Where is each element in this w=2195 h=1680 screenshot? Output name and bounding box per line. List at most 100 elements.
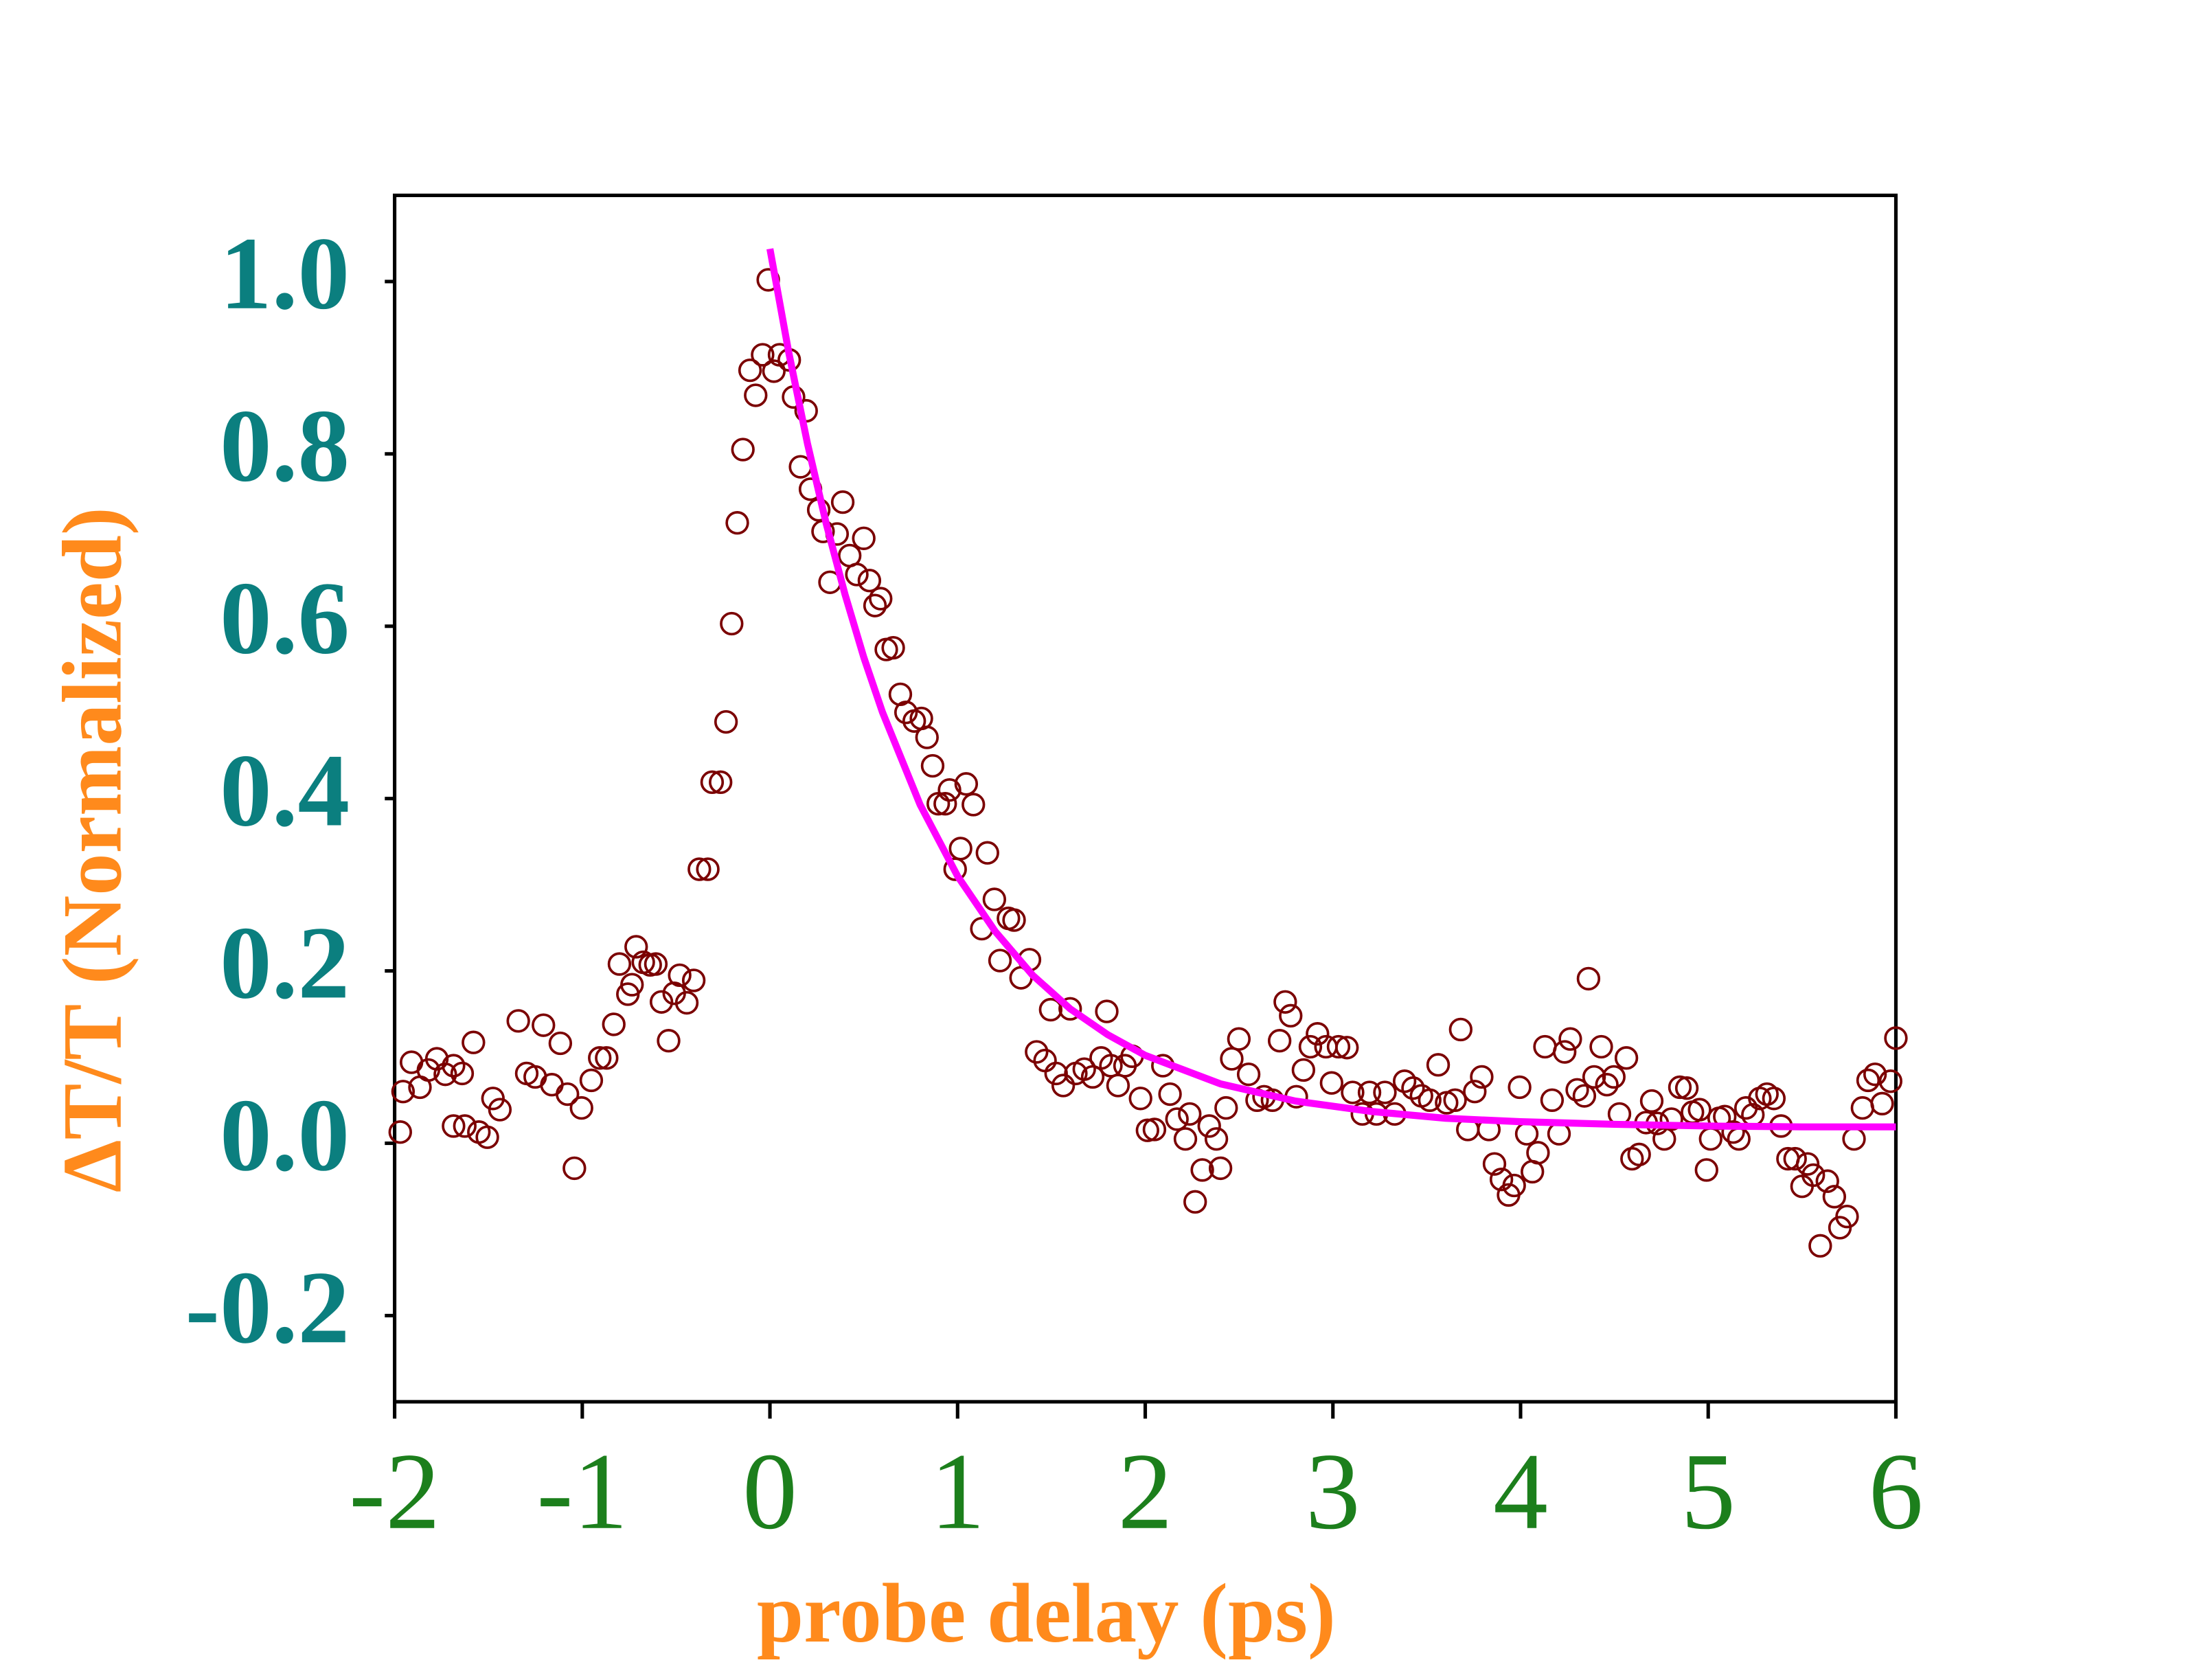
data-point bbox=[540, 1073, 564, 1097]
data-point bbox=[1298, 1034, 1323, 1059]
data-point bbox=[644, 952, 668, 976]
data-point bbox=[1687, 1098, 1711, 1122]
data-point bbox=[857, 569, 882, 593]
data-point bbox=[1639, 1089, 1664, 1113]
data-point bbox=[852, 526, 876, 550]
data-point bbox=[1341, 1080, 1365, 1104]
x-tick-label: 5 bbox=[1681, 1431, 1736, 1552]
data-point bbox=[1142, 1117, 1167, 1142]
data-point bbox=[1128, 1087, 1152, 1111]
data-point bbox=[1822, 1185, 1847, 1209]
data-point bbox=[1002, 908, 1026, 932]
data-point bbox=[595, 1046, 619, 1070]
data-point bbox=[1190, 1158, 1214, 1182]
data-point bbox=[1373, 1080, 1397, 1104]
data-point bbox=[1553, 1040, 1577, 1064]
data-point bbox=[1674, 1076, 1699, 1100]
data-point bbox=[1214, 1096, 1238, 1120]
y-tick-label: 0.8 bbox=[220, 388, 350, 503]
data-point bbox=[915, 725, 939, 749]
data-point bbox=[1236, 1062, 1261, 1087]
x-tick-label: 6 bbox=[1869, 1431, 1924, 1552]
plot-frame bbox=[393, 193, 1898, 1404]
data-point bbox=[1106, 1074, 1130, 1098]
data-point bbox=[450, 1061, 475, 1086]
data-point bbox=[933, 792, 957, 816]
data-point bbox=[1357, 1080, 1382, 1104]
data-point bbox=[1558, 1027, 1582, 1051]
data-point bbox=[1790, 1174, 1815, 1199]
y-tick-label: 0.0 bbox=[220, 1077, 350, 1192]
data-point bbox=[687, 857, 712, 881]
data-point bbox=[1627, 1142, 1651, 1167]
data-point bbox=[1668, 1075, 1692, 1100]
data-point bbox=[1589, 1034, 1613, 1059]
data-point bbox=[700, 770, 725, 795]
data-point bbox=[1508, 1075, 1532, 1100]
data-point bbox=[588, 1046, 612, 1070]
data-point bbox=[668, 963, 692, 988]
data-point bbox=[988, 949, 1012, 973]
y-tick-label: 0.2 bbox=[220, 905, 350, 1020]
data-point bbox=[1267, 1029, 1292, 1053]
data-point bbox=[1291, 1058, 1316, 1082]
data-point bbox=[1208, 1156, 1233, 1181]
data-point bbox=[720, 611, 744, 636]
data-point bbox=[1044, 1061, 1068, 1086]
data-point bbox=[462, 1030, 486, 1054]
data-point bbox=[453, 1114, 477, 1138]
data-point bbox=[1095, 999, 1119, 1023]
data-point bbox=[845, 563, 869, 587]
data-point bbox=[731, 438, 755, 462]
data-point bbox=[1273, 990, 1297, 1014]
data-point bbox=[962, 793, 986, 817]
data-point bbox=[657, 1029, 681, 1053]
data-point bbox=[1401, 1076, 1425, 1100]
data-point bbox=[1220, 1047, 1244, 1071]
data-point bbox=[681, 968, 706, 992]
data-point bbox=[1762, 1087, 1786, 1111]
y-tick-label: 1.0 bbox=[220, 216, 350, 331]
data-point bbox=[391, 1080, 416, 1104]
data-point bbox=[863, 593, 887, 617]
data-point bbox=[1197, 1114, 1221, 1138]
data-point bbox=[1482, 1152, 1507, 1176]
y-tick-label: 0.4 bbox=[220, 732, 350, 848]
data-point bbox=[624, 935, 648, 959]
data-point bbox=[1540, 1088, 1565, 1112]
y-tick-label: 0.6 bbox=[220, 560, 350, 676]
data-point bbox=[475, 1125, 499, 1149]
data-point bbox=[1448, 1017, 1473, 1042]
x-axis-label: probe delay (ps) bbox=[757, 1567, 1336, 1660]
data-point bbox=[1038, 997, 1062, 1022]
x-tick-label: 1 bbox=[930, 1431, 985, 1552]
data-point bbox=[714, 710, 738, 734]
data-point bbox=[1514, 1122, 1539, 1146]
x-tick-label: 0 bbox=[742, 1431, 797, 1552]
data-point bbox=[744, 383, 768, 407]
x-tick-label: 2 bbox=[1118, 1431, 1173, 1552]
data-point bbox=[1835, 1204, 1859, 1229]
data-point bbox=[1051, 1074, 1076, 1098]
data-point bbox=[1850, 1096, 1875, 1120]
data-point bbox=[1870, 1091, 1894, 1115]
data-point bbox=[894, 701, 918, 725]
data-point bbox=[1572, 1084, 1597, 1108]
data-point bbox=[982, 887, 1007, 911]
data-point bbox=[1502, 1173, 1526, 1198]
x-tick-label: 4 bbox=[1493, 1431, 1548, 1552]
data-point bbox=[1463, 1080, 1487, 1104]
data-point bbox=[696, 857, 720, 881]
data-point bbox=[556, 1082, 580, 1106]
data-point bbox=[1080, 1065, 1105, 1089]
data-point bbox=[442, 1114, 466, 1138]
data-point bbox=[562, 1156, 587, 1181]
data-point bbox=[762, 359, 786, 383]
data-point bbox=[1856, 1068, 1880, 1093]
data-point bbox=[388, 1120, 412, 1144]
data-point bbox=[1326, 1034, 1351, 1059]
data-point bbox=[1165, 1107, 1189, 1131]
data-point bbox=[1489, 1168, 1514, 1192]
data-point bbox=[1025, 1040, 1049, 1064]
